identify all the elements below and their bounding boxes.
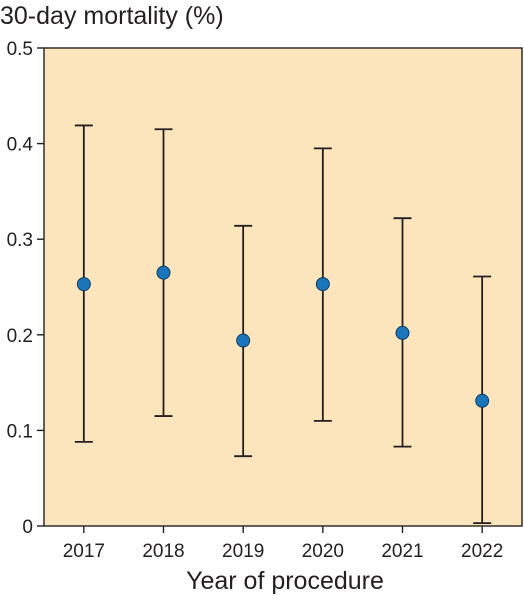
x-tick-label: 2021 (381, 541, 423, 562)
x-axis-title: Year of procedure (186, 567, 384, 595)
y-tick-label: 0.3 (7, 230, 33, 251)
plot-background (43, 47, 523, 527)
x-axis: 2017 2018 2019 2020 2021 2022 (63, 526, 503, 562)
x-tick-label: 2017 (63, 541, 105, 562)
data-point (475, 393, 490, 408)
data-point (315, 277, 330, 292)
x-tick-label: 2022 (461, 541, 503, 562)
y-tick-label: 0.1 (7, 421, 33, 442)
y-tick-label: 0.2 (7, 326, 33, 347)
y-tick-label: 0 (22, 517, 33, 538)
data-point (76, 277, 91, 292)
y-axis: 0 0.1 0.2 0.3 0.4 0.5 (7, 39, 44, 538)
chart-title: 30-day mortality (%) (0, 2, 224, 30)
data-point (156, 265, 171, 280)
x-tick-label: 2019 (222, 541, 264, 562)
x-tick-label: 2018 (142, 541, 184, 562)
data-point (395, 325, 410, 340)
y-tick-label: 0.5 (7, 39, 33, 60)
data-marks (74, 124, 492, 525)
data-point (236, 333, 251, 348)
x-tick-label: 2020 (302, 541, 344, 562)
y-tick-label: 0.4 (7, 135, 34, 156)
